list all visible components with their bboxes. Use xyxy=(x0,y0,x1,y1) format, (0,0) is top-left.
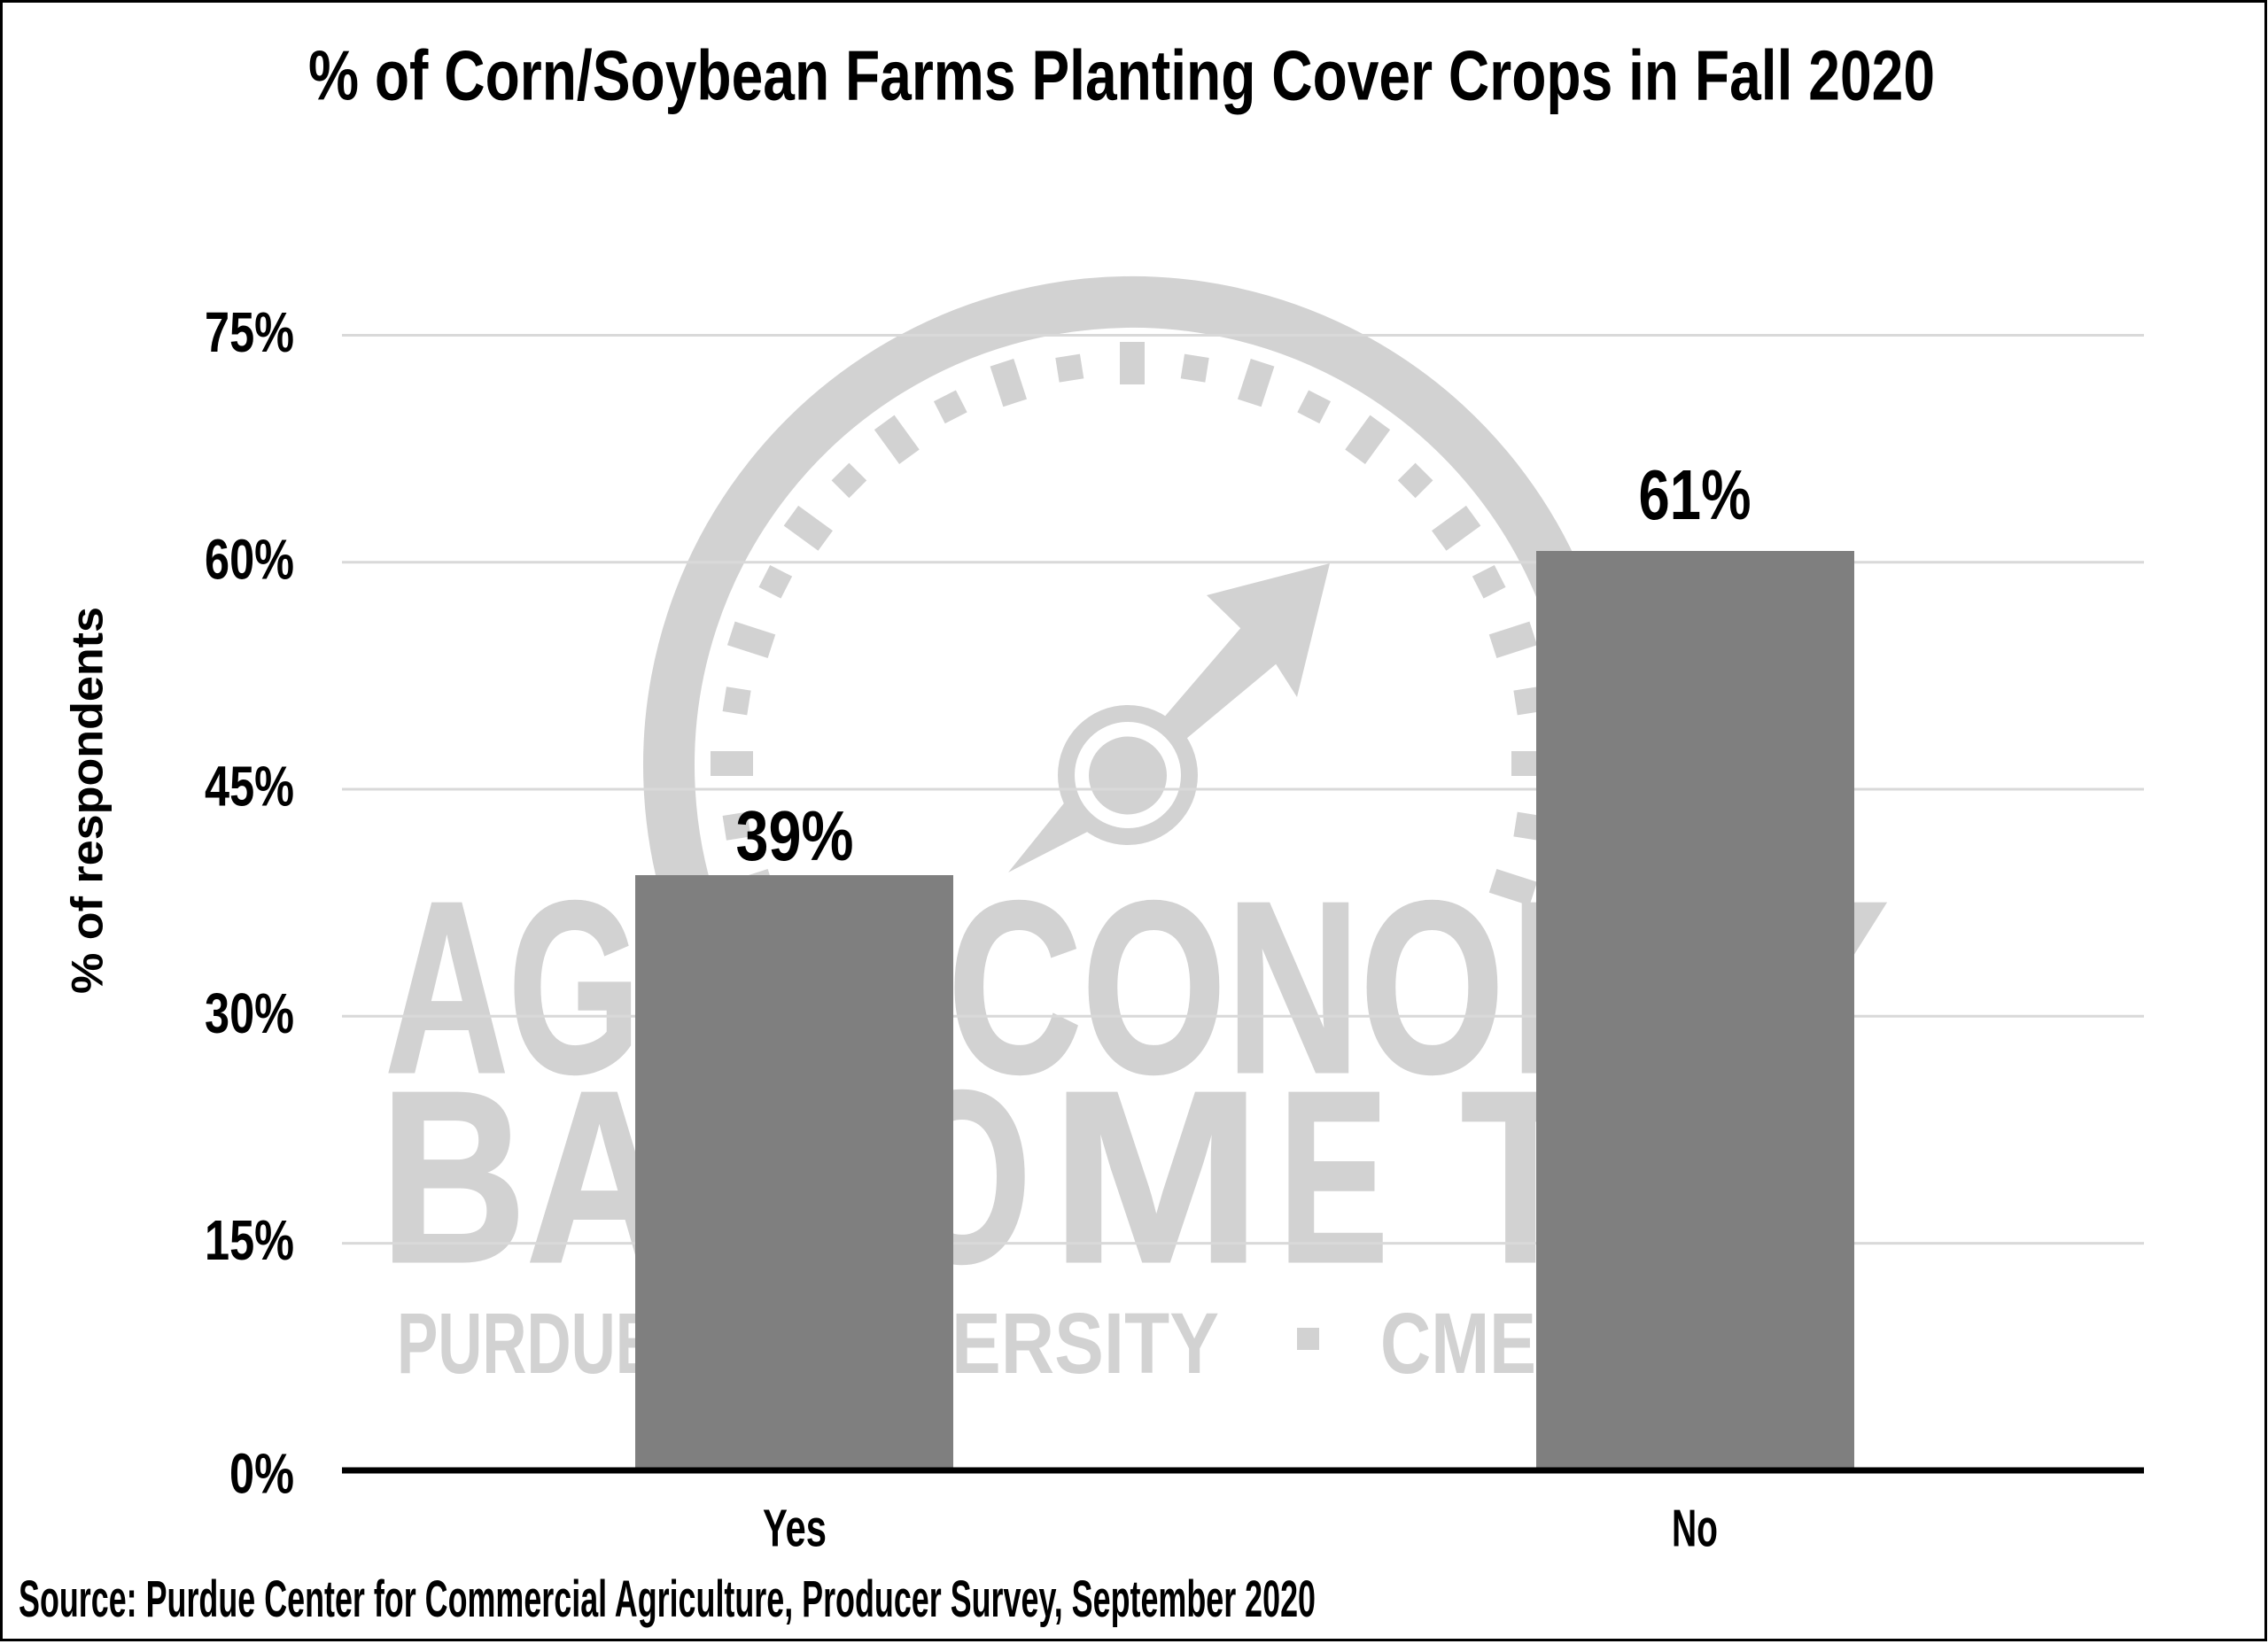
svg-text:BA: BA xyxy=(380,1041,672,1314)
svg-text:0%: 0% xyxy=(229,1442,294,1506)
svg-text:15%: 15% xyxy=(205,1208,294,1272)
svg-text:No: No xyxy=(1672,1500,1718,1558)
svg-text:ERSITY: ERSITY xyxy=(951,1295,1219,1392)
svg-text:Source: Purdue Center for Comm: Source: Purdue Center for Commercial Agr… xyxy=(19,1570,1316,1628)
svg-text:30%: 30% xyxy=(205,981,294,1045)
svg-text:45%: 45% xyxy=(205,755,294,818)
svg-text:AG: AG xyxy=(385,851,641,1124)
svg-text:Yes: Yes xyxy=(763,1500,827,1558)
svg-text:M: M xyxy=(1051,1041,1262,1314)
svg-text:75%: 75% xyxy=(205,300,294,364)
svg-text:60%: 60% xyxy=(205,527,294,591)
svg-text:% of Corn/Soybean Farms Planti: % of Corn/Soybean Farms Planting Cover C… xyxy=(308,36,1935,115)
svg-text:E: E xyxy=(1278,1041,1388,1314)
svg-text:39%: 39% xyxy=(736,796,854,875)
svg-text:% of respondents: % of respondents xyxy=(63,607,113,994)
svg-text:CONO: CONO xyxy=(948,851,1504,1124)
svg-text:CME: CME xyxy=(1380,1295,1536,1392)
svg-text:61%: 61% xyxy=(1639,455,1751,534)
